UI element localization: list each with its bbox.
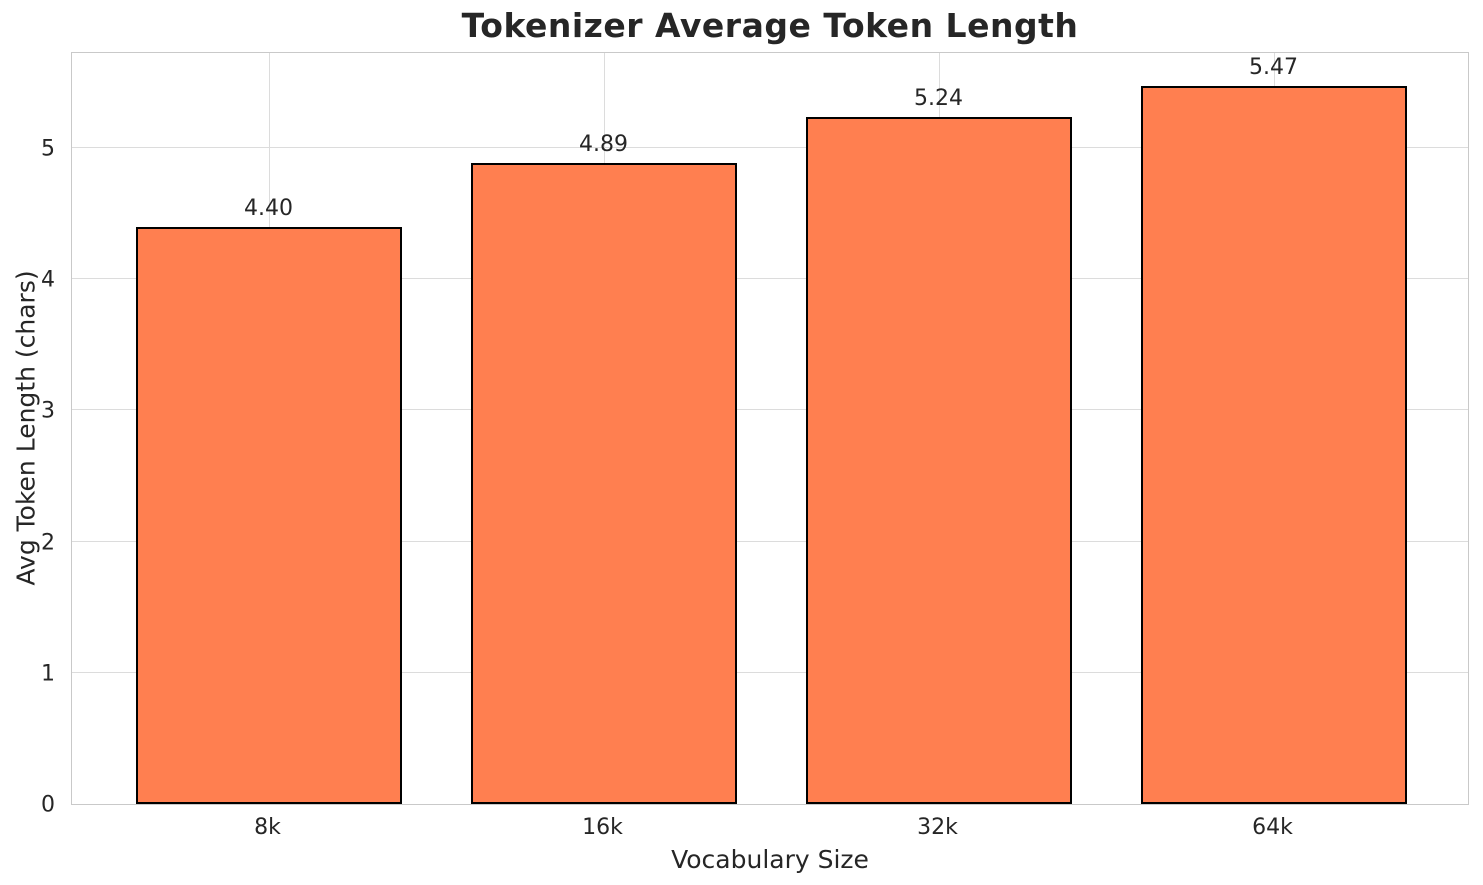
bar-64k [1140, 86, 1407, 804]
horizontal-gridline [72, 147, 1468, 149]
x-tick-label: 16k [582, 815, 623, 840]
plot-area: 4.40 4.89 5.24 5.47 [71, 52, 1469, 805]
y-tick-label: 3 [41, 398, 55, 424]
x-tick-label: 32k [917, 815, 958, 840]
x-tick-label: 64k [1252, 815, 1293, 840]
bar-value-label: 4.40 [244, 195, 293, 221]
horizontal-gridline [72, 540, 1468, 542]
bar-value-label: 4.89 [579, 131, 628, 157]
horizontal-gridline [72, 671, 1468, 673]
bar-16k [470, 162, 737, 804]
bar-32k [805, 116, 1072, 804]
y-tick-label: 5 [41, 136, 55, 162]
x-tick-label: 8k [254, 815, 281, 840]
horizontal-gridline [72, 409, 1468, 411]
y-tick-label: 4 [41, 267, 55, 293]
x-axis-label: Vocabulary Size [671, 845, 869, 874]
y-tick-label: 0 [41, 792, 55, 818]
bar-value-label: 5.24 [914, 85, 963, 111]
bar-8k [135, 226, 402, 804]
y-tick-label: 2 [41, 530, 55, 556]
y-tick-label: 1 [41, 661, 55, 687]
chart-title: Tokenizer Average Token Length [461, 6, 1079, 45]
horizontal-gridline [72, 278, 1468, 280]
bar-value-label: 5.47 [1249, 55, 1298, 81]
